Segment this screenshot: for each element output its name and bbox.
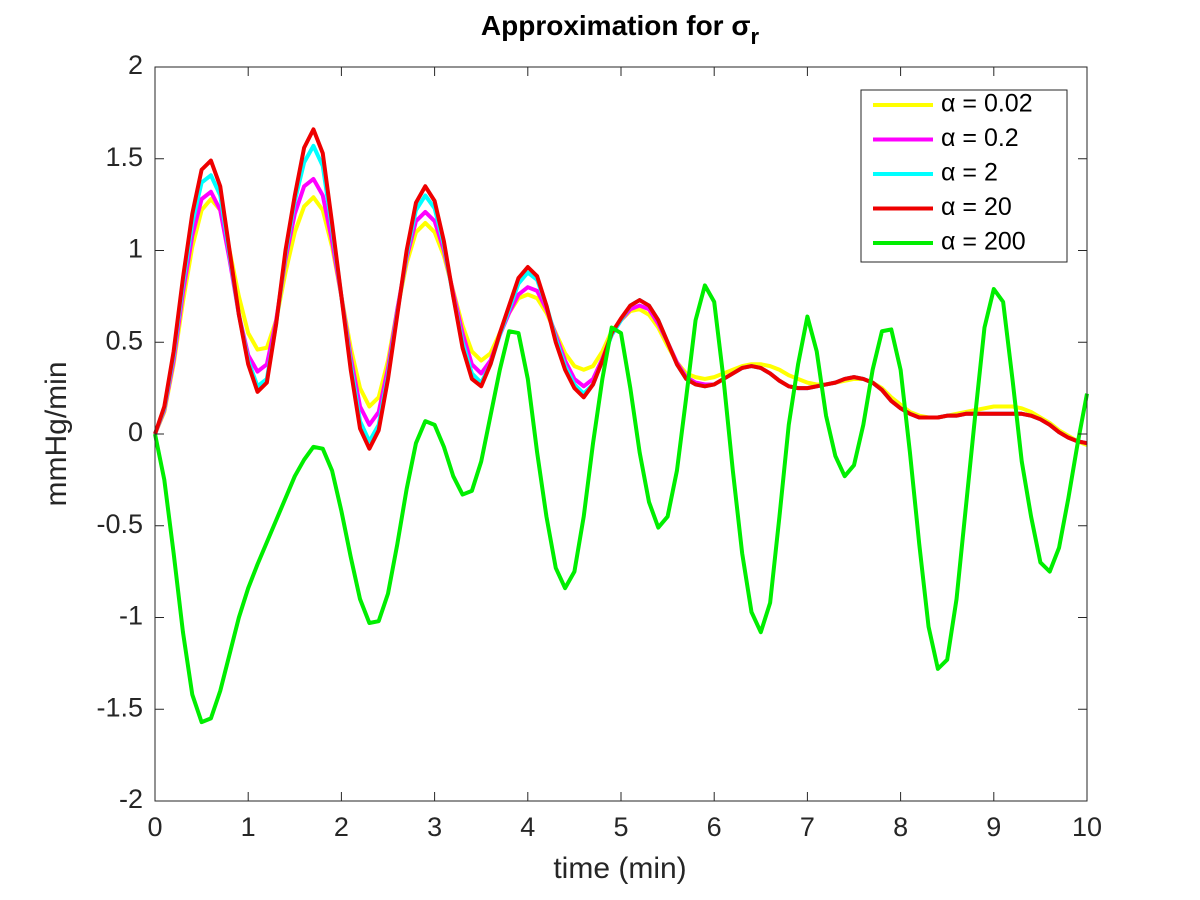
y-tick-label: -2 [119, 784, 143, 814]
legend-label: α = 20 [941, 193, 1012, 221]
x-tick-label: 10 [1072, 812, 1102, 842]
legend: α = 0.02 α = 0.2 α = 2 α = 20 α = 200 [860, 89, 1068, 263]
y-tick-label: -1.5 [96, 692, 143, 722]
y-tick-label: 2 [128, 50, 143, 80]
chart-title: Approximation for σr [481, 10, 760, 48]
y-tick-label: -0.5 [96, 509, 143, 539]
y-tick-label: 0 [128, 417, 143, 447]
x-tick-label: 7 [800, 812, 815, 842]
legend-label: α = 2 [941, 159, 998, 187]
title-main: Approximation for σ [481, 10, 751, 41]
x-axis-label: time (min) [553, 852, 686, 885]
legend-label: α = 0.02 [941, 90, 1033, 118]
y-tick-label: 0.5 [105, 325, 143, 355]
series-line [153, 283, 1089, 725]
x-tick-label: 4 [520, 812, 535, 842]
x-tick-label: 5 [613, 812, 628, 842]
y-axis-label: mmHg/min [40, 361, 73, 506]
x-tick-label: 6 [707, 812, 722, 842]
x-tick-label: 2 [334, 812, 349, 842]
y-tick-label: 1 [128, 234, 143, 264]
x-tick-label: 9 [986, 812, 1001, 842]
x-tick-label: 3 [427, 812, 442, 842]
title-subscript: r [751, 24, 760, 49]
x-tick-label: 1 [241, 812, 256, 842]
plot-area [153, 127, 1089, 725]
y-tick-label: -1 [119, 601, 143, 631]
legend-label: α = 200 [941, 228, 1026, 256]
x-tick-label: 0 [147, 812, 162, 842]
y-tick-label: 1.5 [105, 142, 143, 172]
series-line [153, 127, 1088, 451]
legend-label: α = 0.2 [941, 124, 1019, 152]
x-tick-label: 8 [893, 812, 908, 842]
